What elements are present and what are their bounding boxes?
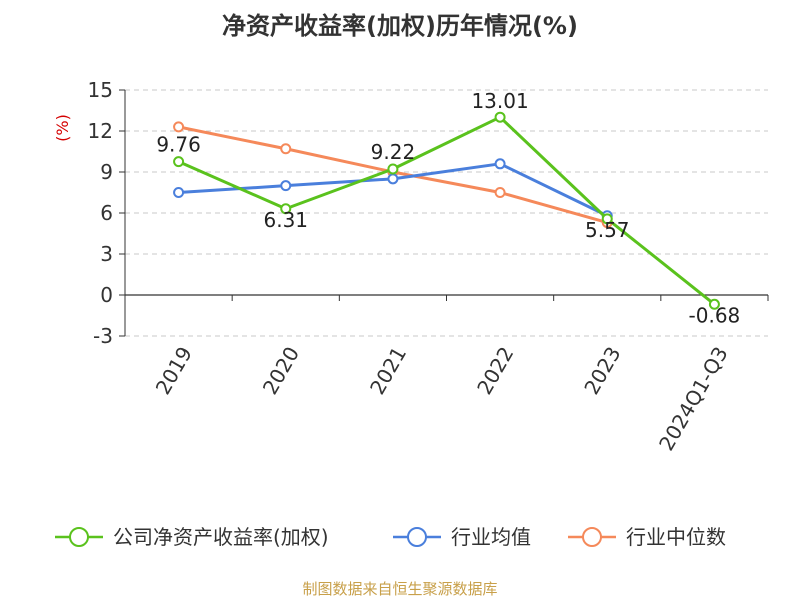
y-tick-label: -3	[93, 324, 113, 348]
series-point[interactable]	[173, 187, 185, 198]
series-layer	[173, 111, 720, 310]
data-label: 5.57	[585, 218, 630, 242]
y-tick-label: 15	[88, 78, 113, 102]
series-point[interactable]	[280, 143, 292, 155]
x-tick-label: 2022	[472, 343, 518, 399]
legend-item[interactable]: 行业中位数	[568, 525, 726, 549]
source-note: 制图数据来自恒生聚源数据库	[302, 580, 497, 598]
legend-swatch-marker	[69, 527, 89, 547]
data-label: -0.68	[689, 303, 741, 327]
series-point[interactable]	[173, 121, 185, 133]
y-tick-label: 6	[100, 201, 113, 225]
legend-swatch-marker	[407, 527, 427, 547]
y-tick-label: 0	[100, 283, 113, 307]
data-label: 13.01	[471, 89, 528, 113]
x-tick-label: 2023	[579, 343, 625, 399]
series-point[interactable]	[173, 156, 185, 168]
legend-label: 公司净资产收益率(加权)	[113, 525, 329, 549]
data-label: 9.22	[371, 140, 416, 164]
series-point[interactable]	[280, 180, 292, 192]
legend-item[interactable]: 行业均值	[393, 525, 531, 549]
legend-label: 行业均值	[451, 525, 531, 549]
series-point[interactable]	[708, 298, 720, 310]
series-point[interactable]	[494, 111, 506, 123]
x-tick-label: 2021	[365, 343, 411, 399]
data-label: 6.31	[263, 208, 308, 232]
series-point[interactable]	[494, 187, 506, 198]
data-label-layer: 9.76 6.31 9.22 13.01 5.57 -0.68	[156, 89, 740, 327]
x-tick-label: 2019	[151, 343, 197, 399]
series-point[interactable]	[280, 203, 292, 215]
y-tick-label: 3	[100, 242, 113, 266]
series-point[interactable]	[494, 158, 506, 170]
series-line	[177, 115, 716, 306]
grid-lines	[125, 89, 768, 337]
chart-title: 净资产收益率(加权)历年情况(%)	[222, 12, 578, 40]
series-point[interactable]	[387, 173, 399, 185]
legend-item[interactable]: 公司净资产收益率(加权)	[55, 525, 329, 549]
x-tick-label: 2024Q1-Q3	[654, 343, 733, 455]
y-tick-label: 12	[88, 119, 113, 143]
legend-swatch-marker	[582, 527, 602, 547]
legend-label: 行业中位数	[626, 525, 726, 549]
y-tick-label: 9	[100, 160, 113, 184]
y-axis-unit: (%)	[53, 114, 72, 142]
data-label: 9.76	[156, 133, 201, 157]
x-tick-label: 2020	[258, 343, 304, 399]
legend: 公司净资产收益率(加权) 行业均值 行业中位数	[55, 525, 726, 549]
series-point[interactable]	[601, 213, 613, 225]
series-point[interactable]	[387, 163, 399, 175]
